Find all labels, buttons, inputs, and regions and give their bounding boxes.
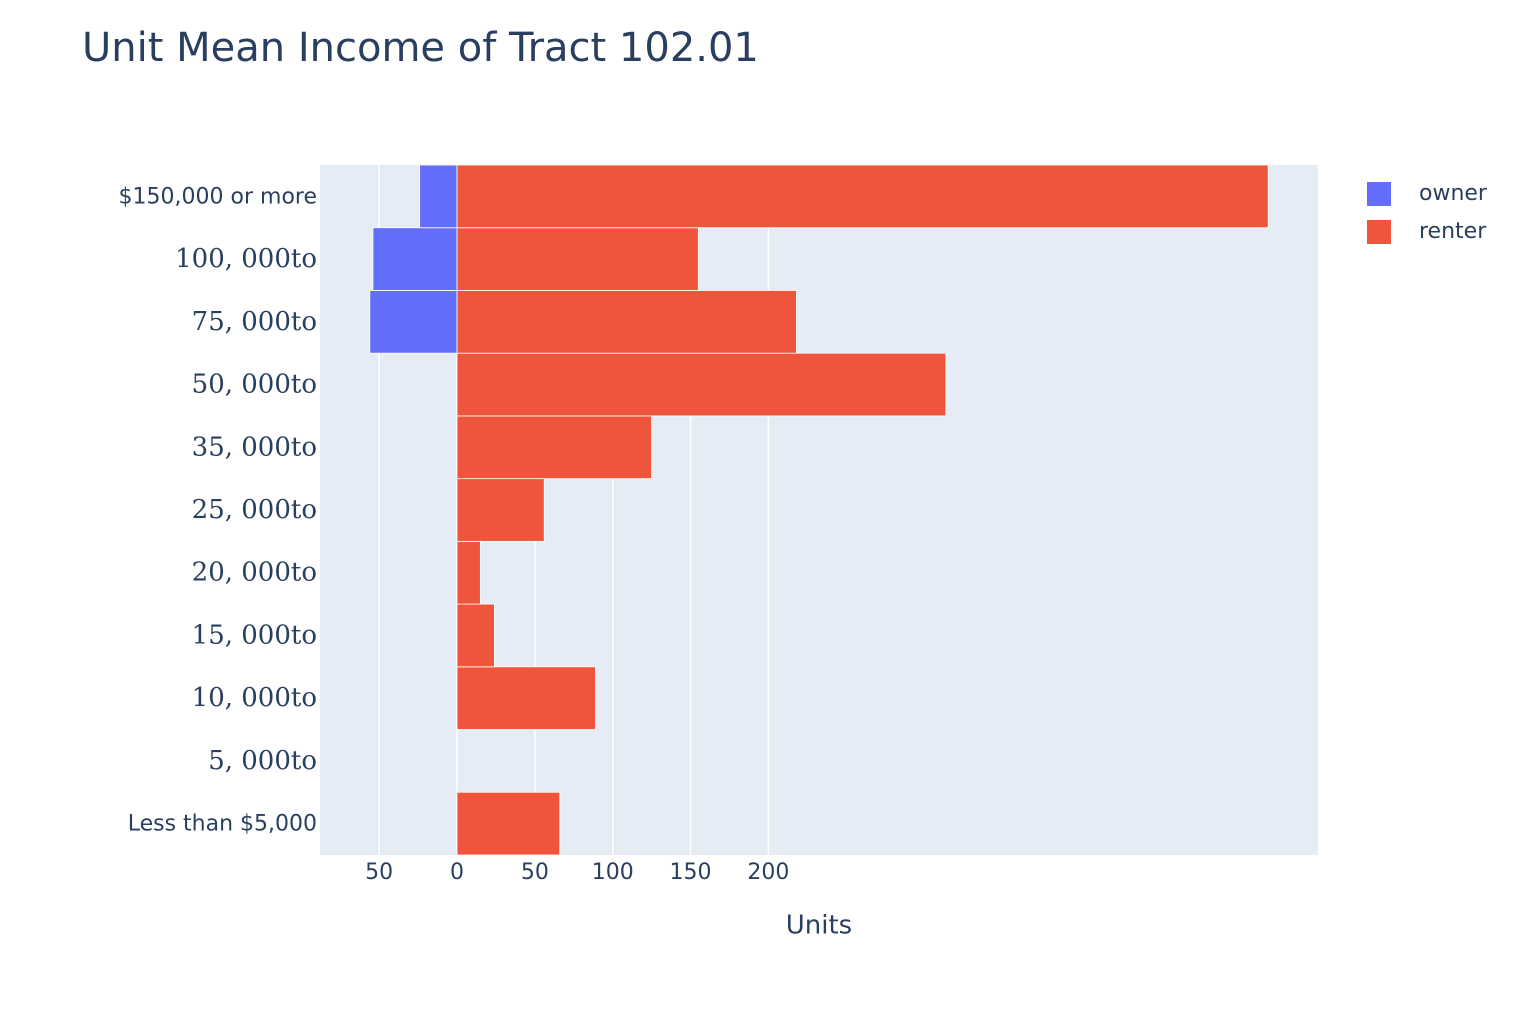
y-tick-label: 50, 000to (192, 370, 317, 400)
y-tick-label: $150,000 or more (119, 184, 317, 209)
y-tick-label: 15, 000to (192, 620, 317, 650)
x-tick-label: 150 (670, 860, 712, 885)
bar (456, 666, 596, 730)
x-tick-label: 0 (450, 860, 464, 885)
x-tick-label: 200 (747, 860, 789, 885)
bar (456, 290, 797, 354)
bar (456, 164, 1269, 229)
y-tick-label: 100, 000to (175, 244, 317, 274)
x-tick-label: 100 (592, 860, 634, 885)
bar (456, 352, 947, 417)
bar (456, 603, 495, 668)
legend-swatch (1367, 220, 1391, 244)
y-tick-label: 20, 000to (192, 558, 317, 588)
y-tick-label: 5, 000to (208, 746, 317, 776)
bar (456, 791, 561, 856)
legend-swatch (1367, 182, 1391, 206)
bar (372, 227, 458, 291)
bar (456, 540, 481, 605)
x-tick-label: 50 (521, 860, 549, 885)
y-tick-label: Less than $5,000 (128, 812, 317, 837)
y-tick-label: 75, 000to (192, 307, 317, 337)
bar (456, 415, 653, 480)
bar (456, 478, 545, 542)
y-tick-label: 10, 000to (192, 683, 317, 713)
bar (456, 227, 699, 291)
chart-title: Unit Mean Income of Tract 102.01 (82, 25, 759, 71)
y-tick-label: 35, 000to (192, 432, 317, 462)
bar (419, 164, 458, 229)
legend-label: renter (1419, 219, 1487, 244)
x-axis-title: Units (786, 911, 852, 941)
x-tick-label: 50 (365, 860, 393, 885)
bar (369, 290, 458, 354)
y-tick-label: 25, 000to (192, 495, 317, 525)
legend-label: owner (1419, 181, 1488, 206)
